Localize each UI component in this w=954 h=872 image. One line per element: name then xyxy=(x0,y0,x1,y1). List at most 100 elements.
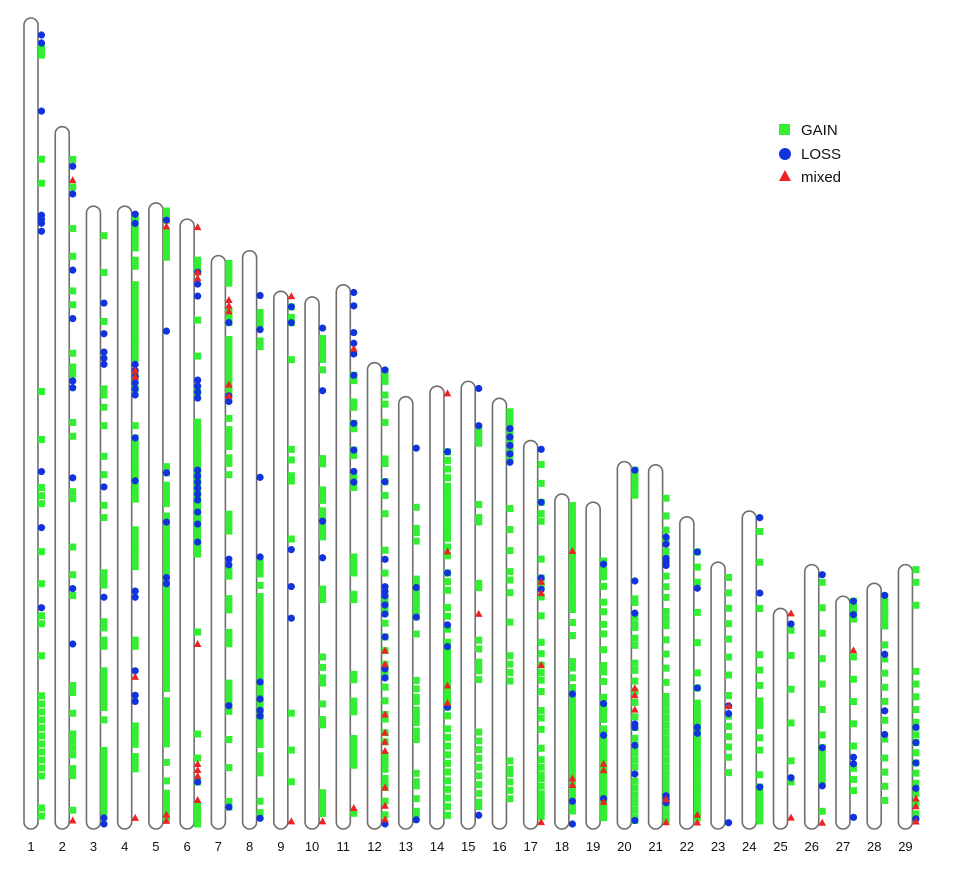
gain-marker xyxy=(38,716,45,724)
gain-marker xyxy=(131,642,139,650)
loss-marker xyxy=(443,621,452,629)
gain-marker xyxy=(756,817,764,825)
gain-marker xyxy=(225,386,233,394)
gain-marker xyxy=(100,802,108,810)
gain-marker xyxy=(881,669,889,677)
gain-marker xyxy=(319,491,327,499)
gain-marker xyxy=(662,512,670,520)
gain-marker xyxy=(631,620,639,628)
gain-marker xyxy=(412,769,420,777)
gain-marker xyxy=(194,820,202,828)
chromosome-10 xyxy=(304,296,327,830)
gain-marker xyxy=(162,684,170,692)
gain-marker xyxy=(443,651,451,659)
gain-marker xyxy=(475,514,483,522)
gain-marker xyxy=(38,179,45,187)
gain-marker xyxy=(818,759,826,767)
gain-marker xyxy=(631,791,639,799)
mixed-marker xyxy=(131,366,139,374)
gain-marker xyxy=(350,670,358,678)
gain-marker xyxy=(568,632,576,640)
loss-marker xyxy=(256,695,264,703)
gain-marker xyxy=(194,436,202,444)
gain-marker xyxy=(100,673,108,681)
gain-marker xyxy=(506,757,514,765)
gain-marker xyxy=(194,352,202,360)
chromosome-9 xyxy=(273,290,296,830)
gain-marker xyxy=(475,728,483,736)
gain-marker xyxy=(69,432,77,440)
gain-marker xyxy=(225,459,233,467)
gain-marker xyxy=(475,746,483,754)
chromosome-body xyxy=(397,395,414,830)
loss-marker xyxy=(849,760,858,768)
gain-marker xyxy=(100,716,108,724)
gain-marker xyxy=(319,350,327,358)
chromosome-label-group: 1 2 3 4 5 6 7 8 9 10 11 12 13 14 15 16 17 18 19 20 21 22 23 24 2… xyxy=(27,839,912,854)
gain-marker xyxy=(662,714,670,722)
loss-marker xyxy=(131,210,139,218)
gain-marker xyxy=(225,628,233,636)
gain-marker xyxy=(131,281,139,289)
loss-marker xyxy=(162,573,171,582)
gain-marker xyxy=(69,301,77,309)
loss-marker xyxy=(225,803,233,811)
gain-marker xyxy=(475,737,483,745)
gain-marker xyxy=(506,589,514,597)
gain-marker xyxy=(412,588,420,596)
chromosome-body xyxy=(335,284,352,830)
chromosome-17 xyxy=(522,439,545,830)
mixed-marker xyxy=(193,760,202,768)
gain-marker xyxy=(631,666,639,674)
gain-marker xyxy=(319,496,327,504)
loss-marker xyxy=(693,584,701,592)
gain-marker xyxy=(631,713,639,721)
gain-marker xyxy=(693,790,701,798)
loss-marker xyxy=(631,609,639,617)
gain-marker xyxy=(287,313,295,321)
loss-marker xyxy=(381,601,389,609)
gain-marker xyxy=(100,452,108,460)
gain-marker xyxy=(568,573,576,581)
chromosome-3 xyxy=(85,205,108,830)
gain-marker xyxy=(693,754,701,762)
gain-marker xyxy=(725,604,733,612)
gain-marker xyxy=(131,324,139,332)
gain-marker xyxy=(194,424,202,432)
mixed-marker xyxy=(912,794,920,802)
chromosome-body xyxy=(273,290,289,830)
gain-marker xyxy=(662,721,670,729)
gain-marker xyxy=(912,779,920,787)
gain-marker xyxy=(756,558,764,566)
gain-marker xyxy=(225,764,233,772)
gain-marker xyxy=(381,418,389,426)
gain-marker xyxy=(38,155,45,163)
loss-marker xyxy=(724,819,733,827)
gain-marker xyxy=(756,721,764,729)
gain-marker xyxy=(818,680,826,688)
gain-marker xyxy=(443,794,451,802)
gain-marker xyxy=(631,641,639,649)
gain-marker xyxy=(131,526,139,534)
gain-marker xyxy=(631,763,639,771)
gain-marker xyxy=(350,756,358,764)
gain-marker xyxy=(256,769,264,777)
chromosome-24 xyxy=(741,510,764,830)
mixed-marker xyxy=(287,292,296,300)
loss-marker xyxy=(37,227,46,235)
gain-marker xyxy=(693,766,701,774)
loss-marker xyxy=(162,469,171,477)
gain-marker xyxy=(194,802,202,810)
chromosome-label-20: 20 xyxy=(617,839,631,854)
mixed-marker xyxy=(662,818,670,826)
gain-marker xyxy=(756,746,764,754)
gain-marker xyxy=(506,795,514,803)
gain-marker xyxy=(912,680,920,688)
gain-marker xyxy=(100,679,108,687)
gain-marker xyxy=(662,707,670,715)
gain-marker xyxy=(381,460,389,468)
gain-marker xyxy=(787,626,795,634)
gain-marker xyxy=(412,605,420,613)
chromosome-body xyxy=(54,125,71,830)
gain-marker xyxy=(194,460,202,468)
